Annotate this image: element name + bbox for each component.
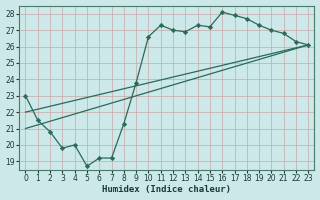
X-axis label: Humidex (Indice chaleur): Humidex (Indice chaleur) bbox=[102, 185, 231, 194]
